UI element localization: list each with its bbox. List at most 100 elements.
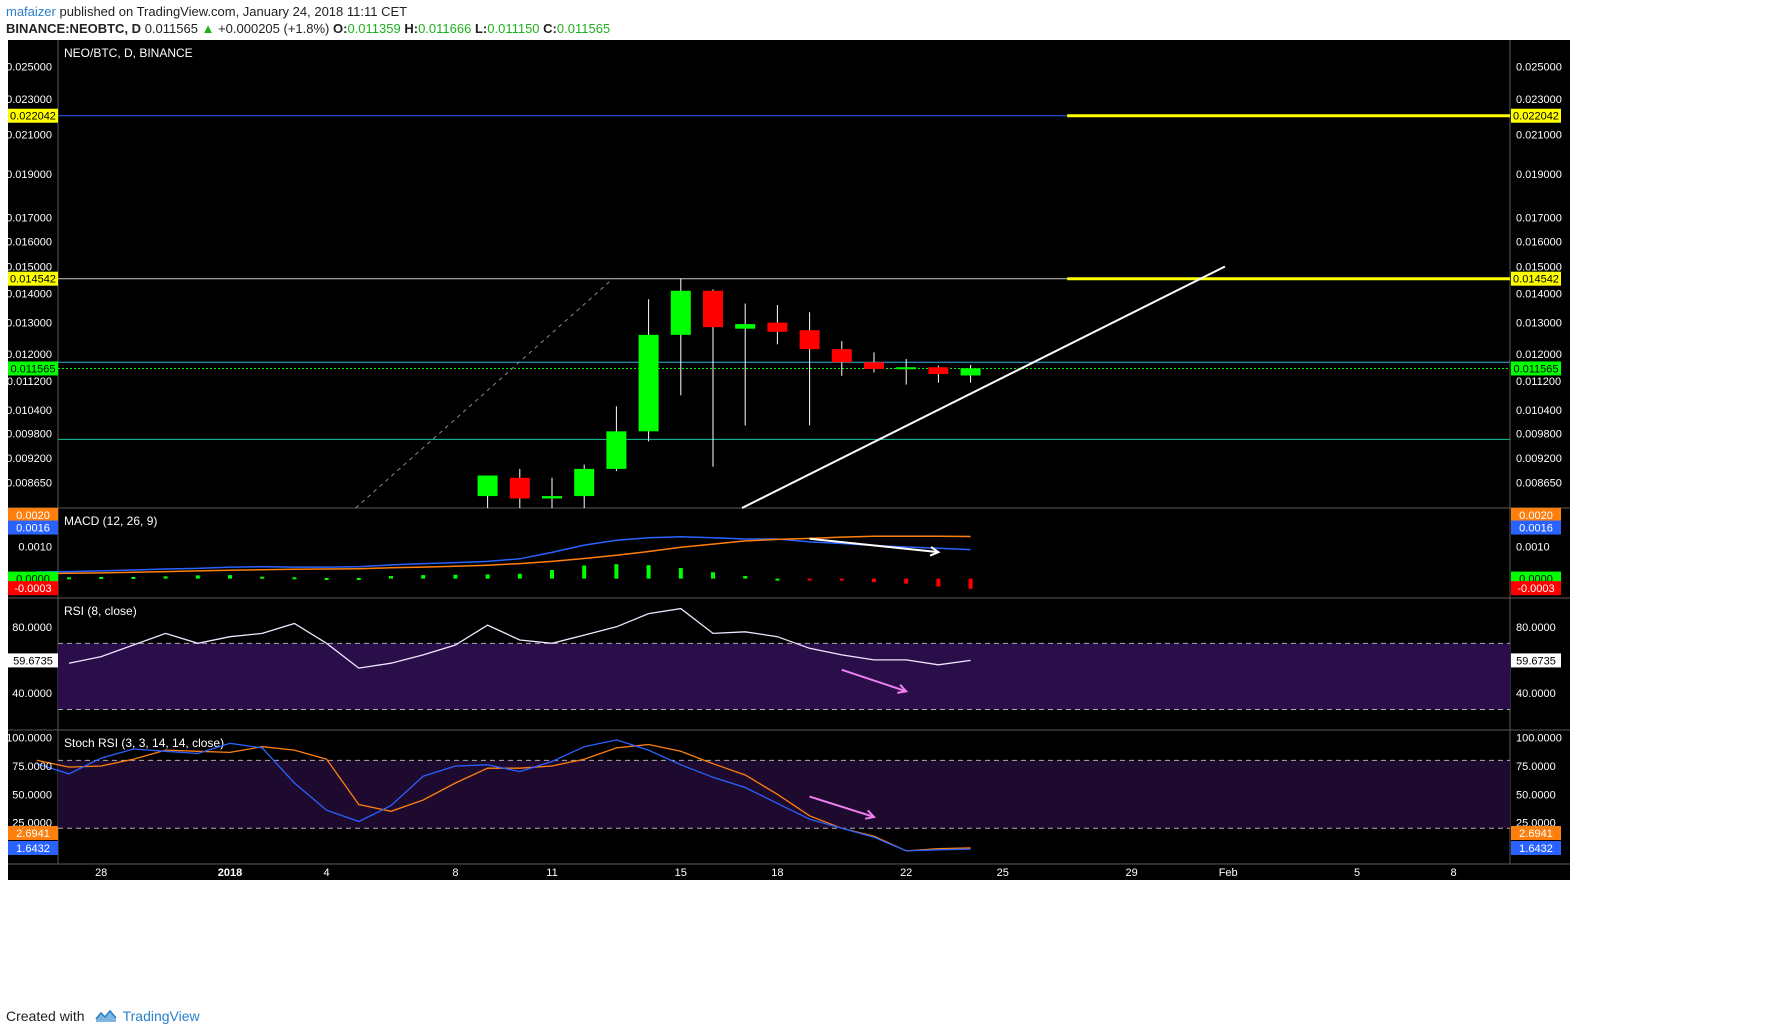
price-tick-left: 0.023000 <box>6 94 52 106</box>
stoch-rsi-pane: Stoch RSI (3, 3, 14, 14, close) 100.0000 1… <box>6 733 1562 855</box>
ohlc-header: BINANCE:NEOBTC, D 0.011565 ▲ +0.000205 (… <box>6 21 610 36</box>
stoch-value-right: 1.6432 <box>1519 843 1553 855</box>
stoch-band <box>58 760 1510 829</box>
price-label-left: 0.014542 <box>10 274 56 286</box>
price-tick-right: 0.021000 <box>1516 130 1562 142</box>
macd-histogram-bar <box>839 578 844 581</box>
candle-body <box>831 349 852 363</box>
price-tick-left: 0.021000 <box>6 130 52 142</box>
macd-histogram-bar <box>614 564 619 579</box>
time-tick-label: 8 <box>452 867 458 879</box>
rsi-tick-left: 80.0000 <box>12 622 52 634</box>
macd-histogram-bar <box>131 577 136 580</box>
price-label-right: 0.011565 <box>1513 363 1558 375</box>
candle-body <box>606 431 627 469</box>
price-label-right-bg <box>1511 361 1561 376</box>
price-tick-right: 0.013000 <box>1516 318 1562 330</box>
author-link[interactable]: mafaizer <box>6 4 56 19</box>
price-tick-left: 0.025000 <box>6 61 52 73</box>
low-value: 0.011150 <box>487 21 540 36</box>
macd-histogram-bar <box>389 576 393 579</box>
time-tick-label: 15 <box>675 867 687 879</box>
macd-tick-right: -0.0003 <box>1517 583 1554 595</box>
stoch-value-left: 2.6941 <box>16 828 50 840</box>
stoch-tick-left: 50.0000 <box>12 789 52 801</box>
trading-chart[interactable]: NEO/BTC, D, BINANCE 0.025000 0.025000 0.023… <box>0 40 1777 1000</box>
up-arrow-icon: ▲ <box>201 21 215 36</box>
price-tick-left: 0.008650 <box>6 477 52 489</box>
time-tick-label: 18 <box>771 867 783 879</box>
tradingview-link[interactable]: TradingView <box>122 1008 200 1024</box>
price-tick-right: 0.009800 <box>1516 428 1562 440</box>
price-tick-right: 0.014000 <box>1516 289 1562 301</box>
rsi-arrow <box>841 668 907 693</box>
macd-histogram-bar <box>807 578 812 581</box>
rsi-pane: RSI (8, close) 80.0000 80.0000 40.0000 40.00… <box>8 604 1561 710</box>
rsi-band <box>58 643 1510 710</box>
time-tick-label: 2018 <box>218 867 242 879</box>
price-tick-left: 0.013000 <box>6 318 52 330</box>
macd-histogram-bar <box>485 574 490 579</box>
chart-background <box>8 40 1570 880</box>
macd-tick-right-bg <box>1511 581 1561 596</box>
stoch-value-right-bg <box>1511 826 1561 840</box>
stoch-arrow-head <box>864 809 876 820</box>
time-tick-label: 8 <box>1451 867 1457 879</box>
price-label-left-bg <box>8 271 58 286</box>
price-tick-left: 0.012000 <box>6 349 52 361</box>
candle-body <box>542 496 562 499</box>
price-tick-right: 0.012000 <box>1516 349 1562 361</box>
macd-histogram-bar <box>936 578 941 587</box>
macd-tick-left-bg <box>8 520 58 535</box>
rsi-tick-left: 40.0000 <box>12 688 52 700</box>
macd-tick-right: 0.0020 <box>1519 510 1553 522</box>
price-tick-right: 0.025000 <box>1516 61 1562 73</box>
rsi-arrow-head <box>897 684 909 694</box>
macd-tick-left: 0.0010 <box>18 542 52 554</box>
price-label-right-bg <box>1511 271 1561 286</box>
stoch-k-line <box>36 739 971 852</box>
time-axis: 28 2018 4 8 11 15 18 22 25 29 Feb 5 8 <box>95 867 1457 879</box>
open-label: O: <box>333 21 348 36</box>
stoch-tick-right: 100.0000 <box>1516 733 1562 745</box>
close-value: 0.011565 <box>556 21 611 36</box>
chart-title: NEO/BTC, D, BINANCE <box>64 46 193 60</box>
time-tick-label: 29 <box>1125 867 1137 879</box>
created-with-text: Created with <box>6 1008 85 1024</box>
stoch-title: Stoch RSI (3, 3, 14, 14, close) <box>64 736 224 750</box>
candle-body <box>735 324 756 329</box>
price-tick-right: 0.019000 <box>1516 169 1562 181</box>
price-label-left-bg <box>8 361 58 376</box>
macd-histogram-bar <box>67 577 71 580</box>
macd-histogram-bar <box>517 573 522 579</box>
rsi-line <box>68 607 971 669</box>
price-tick-right: 0.010400 <box>1516 405 1562 417</box>
rsi-value-right: 59.6735 <box>1516 655 1556 667</box>
price-label-right: 0.014542 <box>1513 274 1559 286</box>
stoch-value-left: 1.6432 <box>16 843 50 855</box>
support-trendline <box>741 265 1226 509</box>
time-tick-label: 28 <box>95 867 107 879</box>
macd-histogram-bar <box>195 575 200 579</box>
price-tick-right: 0.009200 <box>1516 453 1562 465</box>
high-value: 0.011666 <box>418 21 472 36</box>
stoch-value-right: 2.6941 <box>1519 828 1553 840</box>
candle-body <box>670 290 691 335</box>
macd-histogram-bar <box>292 577 297 580</box>
macd-tick-right-bg <box>1511 520 1561 535</box>
candle-body <box>864 362 884 369</box>
price-tick-right: 0.015000 <box>1516 262 1562 274</box>
macd-tick-right-bg <box>1511 507 1561 522</box>
price-tick-left: 0.009800 <box>6 428 52 440</box>
candle-body <box>960 368 981 376</box>
candle-body <box>767 322 788 332</box>
time-tick-label: 11 <box>546 867 557 879</box>
macd-histogram-bar <box>163 576 168 579</box>
footer: Created with TradingView <box>6 1008 200 1024</box>
macd-histogram-bar <box>260 576 265 579</box>
candles <box>477 278 981 508</box>
time-tick-label: 5 <box>1354 867 1360 879</box>
candle-body <box>638 334 659 432</box>
macd-histogram-bar <box>775 578 780 581</box>
price-tick-left: 0.015000 <box>6 262 52 274</box>
